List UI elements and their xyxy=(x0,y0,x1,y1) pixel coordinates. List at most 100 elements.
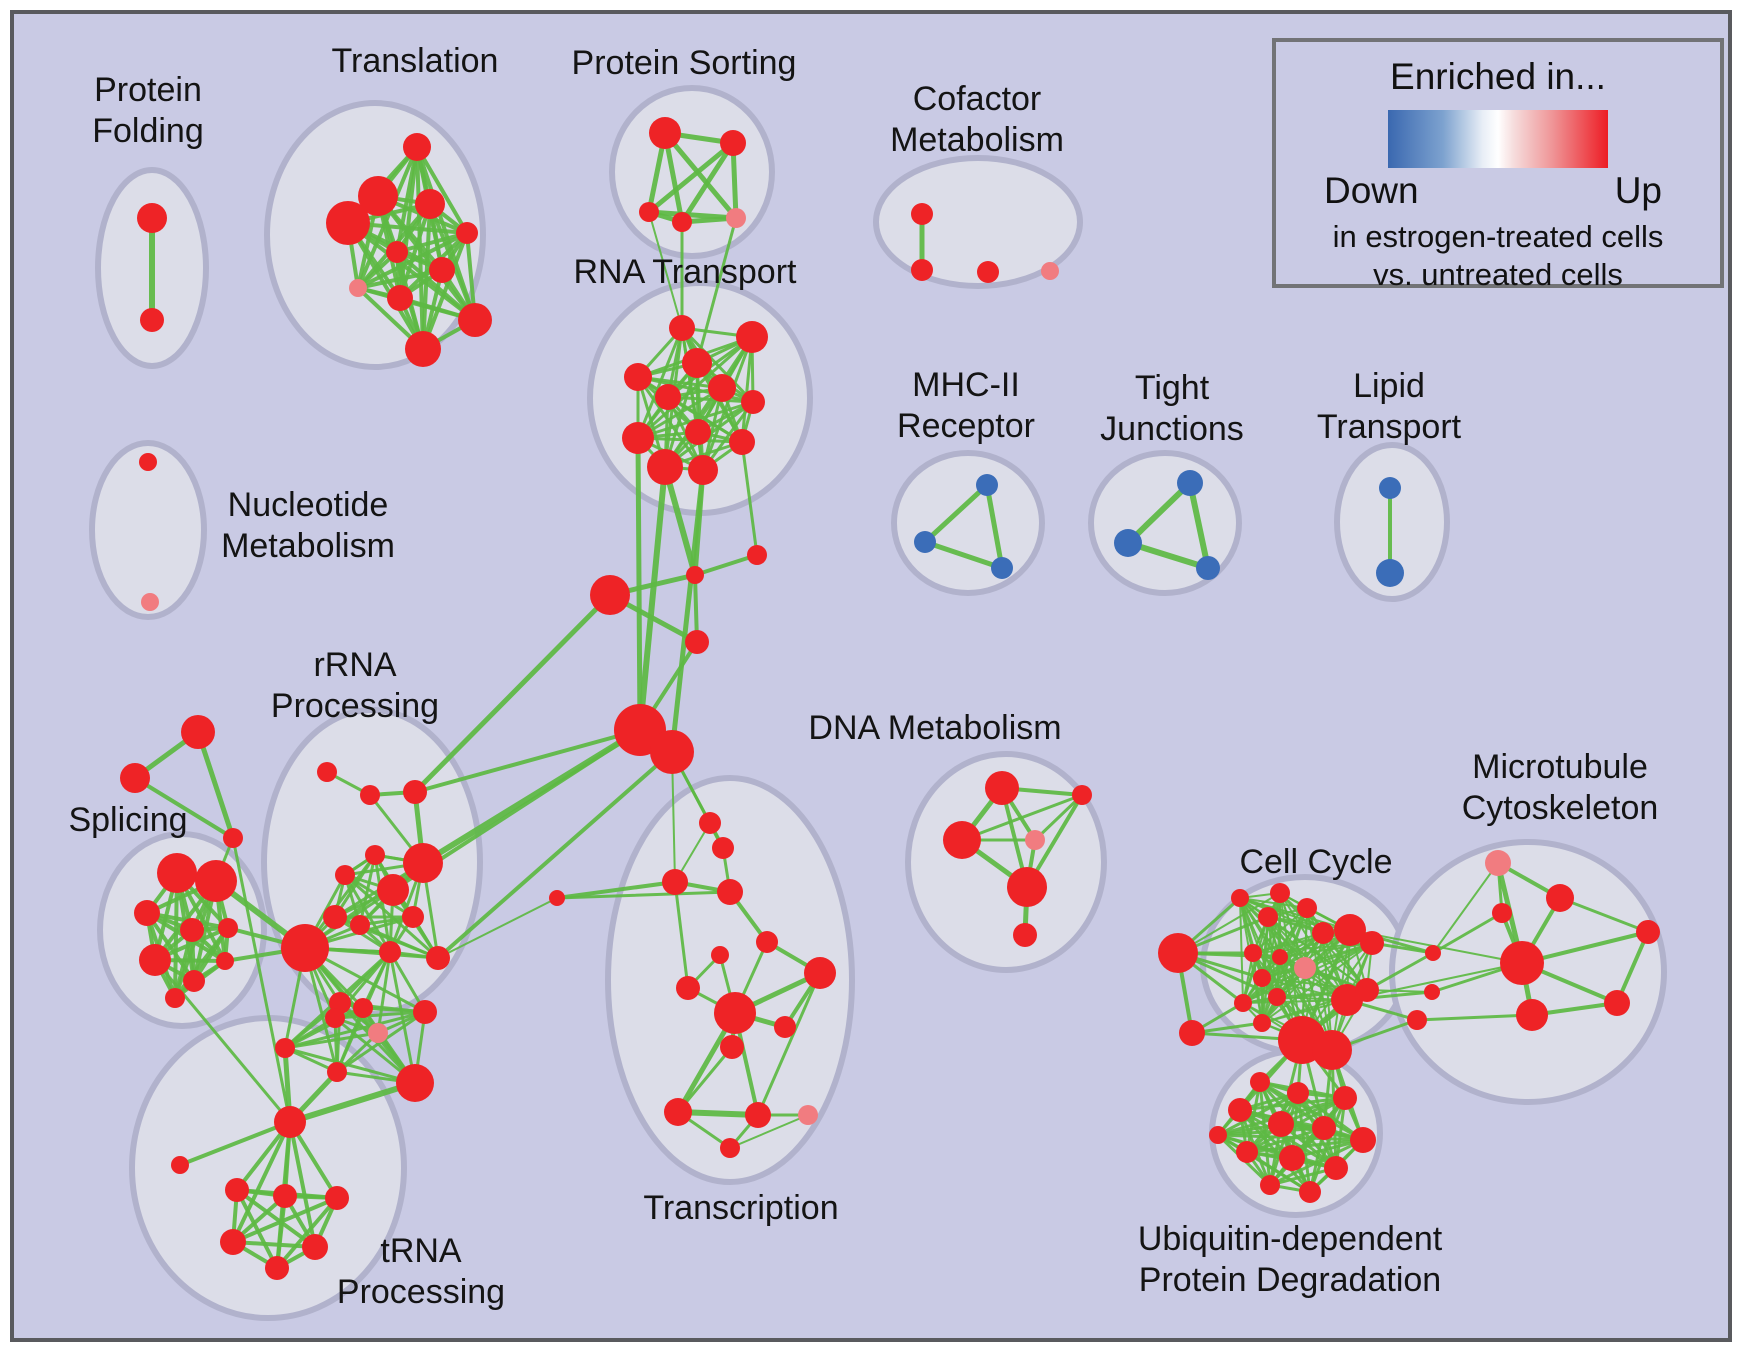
network-node-96 xyxy=(756,931,778,953)
network-node-122 xyxy=(1244,944,1262,962)
network-edge xyxy=(1267,916,1368,991)
cluster-label-lipid-transport: Lipid xyxy=(1353,367,1425,405)
network-node-14 xyxy=(720,130,746,156)
cluster-label-lipid-transport: Transport xyxy=(1317,408,1462,446)
network-edge xyxy=(231,1120,292,1244)
network-edge xyxy=(636,375,705,472)
network-node-121 xyxy=(1360,931,1384,955)
network-node-155 xyxy=(1209,1126,1227,1144)
network-edge xyxy=(1365,951,1435,992)
network-edge xyxy=(395,250,477,322)
cluster-label-nucleotide-metabolism: Metabolism xyxy=(221,527,395,565)
network-node-114 xyxy=(1179,1020,1205,1046)
network-node-18 xyxy=(669,315,695,341)
network-node-17 xyxy=(726,208,746,228)
network-node-136 xyxy=(1485,850,1511,876)
network-node-34 xyxy=(976,474,998,496)
network-edge xyxy=(1432,862,1499,954)
network-node-54 xyxy=(216,952,234,970)
network-node-75 xyxy=(327,1062,347,1082)
network-edge xyxy=(673,880,690,990)
network-node-144 xyxy=(1287,1082,1309,1104)
network-edge xyxy=(666,395,744,444)
network-node-61 xyxy=(403,843,443,883)
network-node-116 xyxy=(1270,883,1290,903)
network-edge xyxy=(428,202,477,322)
network-node-150 xyxy=(1236,1141,1258,1163)
network-node-80 xyxy=(273,1184,297,1208)
network-node-46 xyxy=(223,828,243,848)
network-node-74 xyxy=(275,1038,295,1058)
network-node-26 xyxy=(622,422,654,454)
network-edge xyxy=(1558,896,1650,934)
cluster-label-microtubule-cytoskeleton: Cytoskeleton xyxy=(1462,789,1659,827)
network-node-87 xyxy=(747,545,767,565)
network-edge xyxy=(695,216,738,365)
network-node-149 xyxy=(1350,1127,1376,1153)
network-node-70 xyxy=(353,998,373,1018)
network-edge xyxy=(960,793,1084,842)
cluster-ellipse-mhc-ii-receptor xyxy=(891,450,1045,596)
network-node-140 xyxy=(1516,999,1548,1031)
network-node-49 xyxy=(134,900,160,926)
network-edge xyxy=(648,211,683,329)
network-node-32 xyxy=(977,261,999,283)
network-edge xyxy=(669,467,706,755)
network-edge xyxy=(415,145,469,235)
cluster-label-translation: Translation xyxy=(332,42,499,80)
cluster-label-mhc-ii-receptor: Receptor xyxy=(897,407,1035,445)
network-node-15 xyxy=(639,202,659,222)
network-node-92 xyxy=(712,837,734,859)
cluster-ellipse-dna-metabolism xyxy=(905,751,1107,973)
network-node-59 xyxy=(335,865,355,885)
network-node-93 xyxy=(662,869,688,895)
network-node-109 xyxy=(943,821,981,859)
network-node-154 xyxy=(1260,1175,1280,1195)
network-node-73 xyxy=(368,1023,388,1043)
network-node-135 xyxy=(1407,1010,1427,1030)
network-node-90 xyxy=(650,730,694,774)
network-edge xyxy=(153,958,292,1124)
network-node-71 xyxy=(325,1008,345,1028)
cluster-label-mhc-ii-receptor: MHC-II xyxy=(912,366,1020,404)
network-node-151 xyxy=(1279,1145,1305,1171)
network-node-117 xyxy=(1258,907,1278,927)
network-node-91 xyxy=(699,812,721,834)
network-node-51 xyxy=(218,918,238,938)
network-edge xyxy=(195,729,236,841)
network-node-108 xyxy=(1072,785,1092,805)
network-node-84 xyxy=(265,1256,289,1280)
network-node-99 xyxy=(804,957,836,989)
network-edge xyxy=(1431,911,1504,955)
network-node-134 xyxy=(1424,984,1440,1000)
network-node-5 xyxy=(326,201,370,245)
network-node-100 xyxy=(714,992,756,1034)
network-node-72 xyxy=(413,1000,437,1024)
network-node-125 xyxy=(1272,949,1288,965)
network-node-31 xyxy=(911,259,933,281)
network-node-107 xyxy=(985,771,1019,805)
network-edge xyxy=(646,140,736,215)
network-node-138 xyxy=(1492,903,1512,923)
network-node-130 xyxy=(1355,978,1379,1002)
network-node-2 xyxy=(403,133,431,161)
network-node-88 xyxy=(685,630,709,654)
network-node-128 xyxy=(1253,1014,1271,1032)
network-node-97 xyxy=(711,946,729,964)
network-edge xyxy=(729,1114,809,1149)
network-edge xyxy=(1125,480,1193,546)
network-edge xyxy=(283,1031,380,1050)
network-node-41 xyxy=(1376,559,1404,587)
network-node-29 xyxy=(688,455,718,485)
network-edge xyxy=(231,1196,339,1244)
network-node-44 xyxy=(181,715,215,749)
network-node-82 xyxy=(220,1229,246,1255)
network-edge xyxy=(693,553,759,577)
network-node-143 xyxy=(1250,1072,1270,1092)
network-node-27 xyxy=(729,429,755,455)
network-node-132 xyxy=(1312,1030,1352,1070)
network-edge xyxy=(231,836,292,1124)
network-edge xyxy=(922,482,990,545)
